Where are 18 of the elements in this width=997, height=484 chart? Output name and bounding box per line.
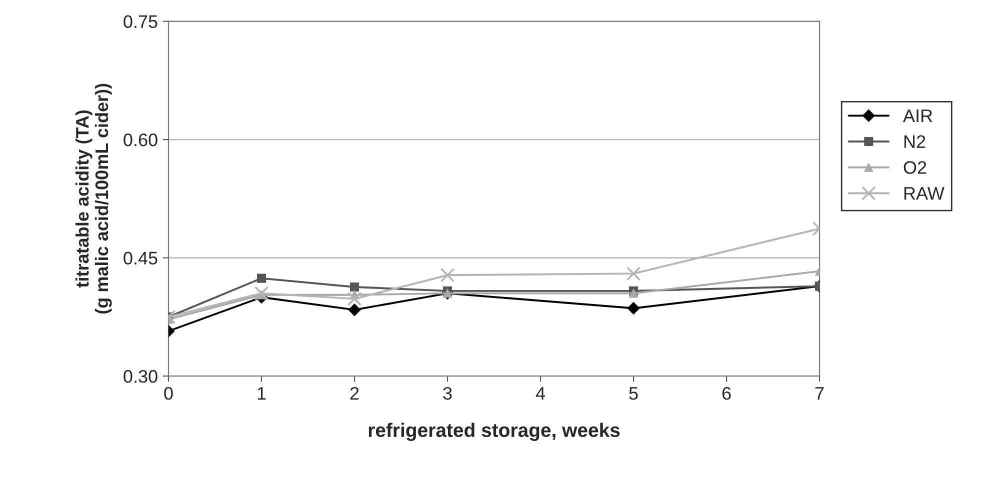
legend-label: O2 xyxy=(904,161,926,174)
legend-label: RAW xyxy=(904,187,944,200)
y-tick-label: 0.60 xyxy=(124,133,158,146)
x-tick-label: 5 xyxy=(629,387,638,400)
y-tick-label: 0.75 xyxy=(124,15,158,28)
x-tick-label: 3 xyxy=(443,386,452,400)
legend-label: AIR xyxy=(903,110,932,122)
y-axis-title: titratable acidity (TA) (g malic acid/100mL cider)) xyxy=(75,84,112,314)
x-tick-label: 7 xyxy=(815,387,824,400)
legend-label: N2 xyxy=(904,135,926,148)
x-tick-label: 6 xyxy=(722,386,731,400)
x-tick-label: 1 xyxy=(258,387,266,400)
x-tick-label: 2 xyxy=(350,386,359,400)
x-axis-title: refrigerated storage, weeks xyxy=(368,422,620,441)
y-tick-label: 0.45 xyxy=(124,252,158,265)
x-tick-label: 4 xyxy=(536,387,546,400)
y-tick-label: 0.30 xyxy=(124,370,158,383)
x-tick-label: 0 xyxy=(164,386,173,400)
